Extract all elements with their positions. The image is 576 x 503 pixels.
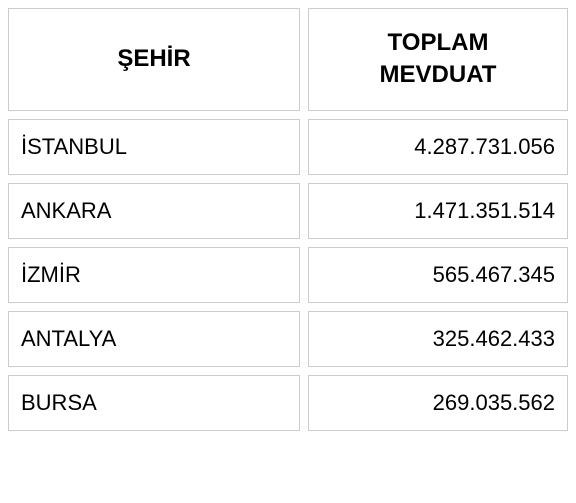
cell-amount: 1.471.351.514 [308, 183, 568, 239]
header-amount-label: TOPLAMMEVDUAT [380, 27, 497, 92]
deposits-table: ŞEHİR TOPLAMMEVDUAT İSTANBUL 4.287.731.0… [8, 8, 568, 431]
table-header-row: ŞEHİR TOPLAMMEVDUAT [8, 8, 568, 111]
table-row: BURSA 269.035.562 [8, 375, 568, 431]
cell-amount: 565.467.345 [308, 247, 568, 303]
table-row: İZMİR 565.467.345 [8, 247, 568, 303]
header-amount: TOPLAMMEVDUAT [308, 8, 568, 111]
header-city: ŞEHİR [8, 8, 300, 111]
cell-city: ANTALYA [8, 311, 300, 367]
cell-city: BURSA [8, 375, 300, 431]
cell-city: İZMİR [8, 247, 300, 303]
table-row: ANTALYA 325.462.433 [8, 311, 568, 367]
cell-city: İSTANBUL [8, 119, 300, 175]
table-row: İSTANBUL 4.287.731.056 [8, 119, 568, 175]
table-row: ANKARA 1.471.351.514 [8, 183, 568, 239]
cell-amount: 269.035.562 [308, 375, 568, 431]
cell-amount: 325.462.433 [308, 311, 568, 367]
header-city-label: ŞEHİR [117, 43, 190, 75]
cell-amount: 4.287.731.056 [308, 119, 568, 175]
cell-city: ANKARA [8, 183, 300, 239]
